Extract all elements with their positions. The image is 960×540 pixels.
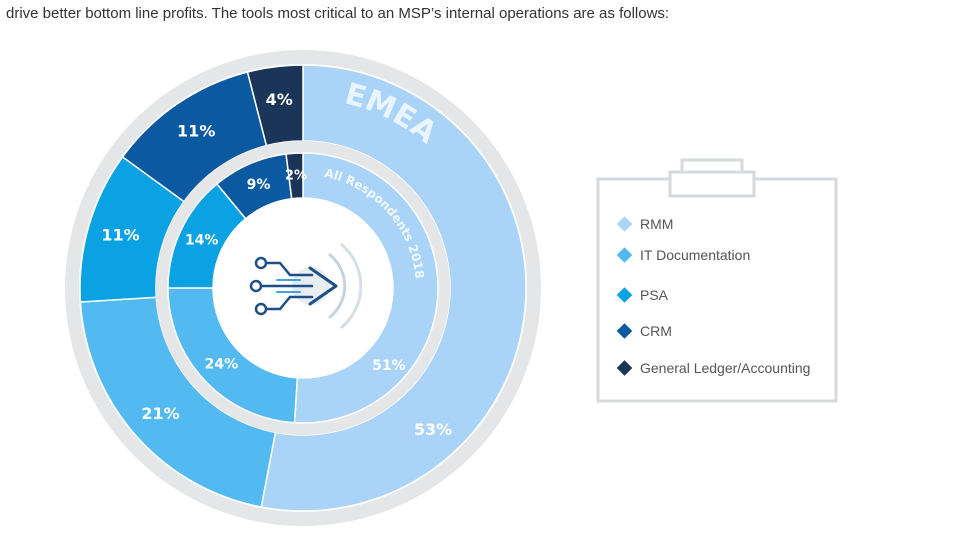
clipboard-icon — [668, 158, 756, 198]
inner-label-it-documentation: 24% — [205, 357, 239, 373]
outer-ring — [79, 64, 527, 512]
legend-label: RMM — [640, 216, 673, 232]
legend-item-it-documentation: IT Documentation — [616, 247, 750, 263]
legend-label: CRM — [640, 323, 672, 339]
legend-item-general-ledger-accounting: General Ledger/Accounting — [616, 360, 810, 376]
intro-text: drive better bottom line profits. The to… — [6, 5, 670, 22]
middle-frame-ring — [156, 141, 450, 435]
inner-label-general-ledger-accounting: 2% — [285, 169, 307, 184]
legend: RMM IT Documentation PSA CRM General Ledger/… — [596, 158, 838, 403]
circuit-arrow-icon — [249, 243, 363, 329]
outer-label-it-documentation: 21% — [141, 404, 179, 423]
legend-item-rmm: RMM — [616, 216, 673, 232]
legend-box — [596, 177, 838, 403]
outer-frame-ring — [65, 50, 541, 526]
legend-label: General Ledger/Accounting — [640, 360, 810, 376]
outer-label-crm: 11% — [177, 121, 215, 140]
legend-label: IT Documentation — [640, 247, 750, 263]
inner-label-rmm: 51% — [372, 358, 406, 374]
legend-label: PSA — [640, 287, 669, 303]
outer-label-general-ledger-accounting: 4% — [266, 90, 293, 109]
legend-item-crm: CRM — [616, 323, 672, 339]
outer-label-psa: 11% — [101, 225, 139, 244]
outer-label-rmm: 53% — [414, 420, 452, 439]
inner-label-psa: 14% — [185, 232, 219, 248]
legend-item-psa: PSA — [616, 287, 669, 303]
inner-label-crm: 9% — [247, 177, 271, 193]
legend-swatch-icon — [616, 216, 633, 232]
segment-labels: 53% 21% 11% 11% 4% 51% 24% 14% 9% 2% — [101, 90, 452, 439]
